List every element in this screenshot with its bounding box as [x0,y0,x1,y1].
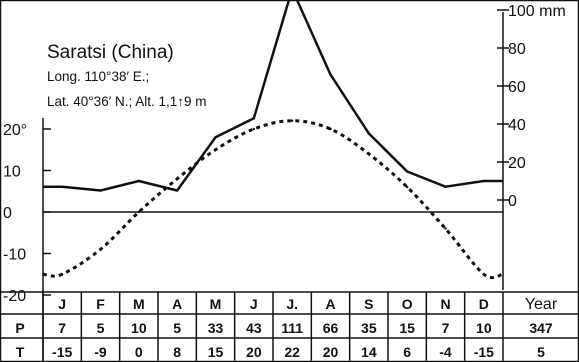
precipitation-point [99,189,102,192]
table-cell: 15 [208,344,224,360]
table-cell: 5 [173,320,181,336]
precipitation-point [444,185,447,188]
chart-lines [42,0,504,280]
precipitation-point [214,136,217,139]
row-label: T [16,344,25,360]
temperature-point [214,148,217,151]
temperature-tick-label: 20° [3,122,27,139]
month-label: F [96,296,105,312]
month-label: O [402,296,413,312]
month-label: J. [286,296,298,312]
temperature-point [137,210,141,214]
table-cell: 22 [284,344,300,360]
temperature-point [99,248,102,251]
table-cell: 35 [361,320,377,336]
table-cell: 0 [135,344,143,360]
temperature-point [482,273,486,276]
year-total-cell: 5 [537,344,545,360]
station-info: Saratsi (China) Long. 110°38′ E.; Lat. 4… [47,42,207,109]
precipitation-axis: 100 mm 80 60 40 20 0 [497,3,566,210]
temperature-line [42,119,504,280]
temperature-point [60,273,64,276]
precipitation-point [329,73,332,76]
month-label: J [250,296,258,312]
precipitation-point [175,189,179,192]
year-total-cell: 347 [529,320,553,336]
month-label: S [364,296,373,312]
temperature-point [329,127,332,131]
precipitation-tick-label: 40 [508,117,526,134]
month-label: A [172,296,182,312]
temperature-tick-label: 10 [3,164,21,181]
table-cell: 10 [131,320,147,336]
table-cell: -9 [94,344,107,360]
temperature-tick-label: -20 [3,288,26,305]
table-cell: 15 [399,320,415,336]
table-cell: 20 [323,344,339,360]
table-cell: 7 [58,320,66,336]
temperature-point [175,177,179,180]
month-label: D [479,296,489,312]
temperature-point [405,185,409,189]
temperature-tick-label: 0 [3,205,12,222]
precipitation-point [367,132,371,135]
precipitation-tick-label: 100 mm [508,3,566,20]
precipitation-point [405,170,409,173]
temperature-axis: 20° 10 0 -10 -20 [3,122,51,305]
table-cell: 7 [442,320,450,336]
precipitation-point [137,179,141,183]
table-cell: 5 [97,320,105,336]
temperature-point [252,127,256,131]
month-label: J [58,296,66,312]
table-cell: 8 [173,344,181,360]
station-longitude: Long. 110°38′ E.; [47,69,149,84]
table-cell: -15 [52,344,72,360]
precipitation-tick-label: 0 [508,193,517,210]
month-label: M [133,296,145,312]
precipitation-point [482,179,486,183]
table-cell: -15 [474,344,494,360]
month-label: A [325,296,335,312]
precipitation-tick-label: 80 [508,41,526,58]
station-lat-alt: Lat. 40°36′ N.; Alt. 1,1↑9 m [47,94,207,109]
row-label: P [15,320,24,336]
table-cell: 10 [476,320,492,336]
year-header: Year [525,296,558,313]
table-cell: 33 [208,320,224,336]
precipitation-tick-label: 20 [508,155,526,172]
month-label: N [440,296,450,312]
precipitation-point [60,185,64,188]
table-cell: 20 [246,344,262,360]
table-cell: -4 [439,344,452,360]
temperature-point [367,152,371,156]
precipitation-line [43,0,503,192]
temperature-tick-label: -10 [3,247,26,264]
table-cell: 66 [323,320,339,336]
temperature-point [290,119,294,122]
month-label: M [210,296,222,312]
table-cell: 43 [246,320,262,336]
temperature-point [444,227,447,230]
climate-table: J F M A M J J. A S O N D Year P 7 5 10 5 33 43 111 66 35 15 7 10 3… [0,290,579,362]
station-title: Saratsi (China) [47,42,174,63]
table-cell: 111 [281,320,303,336]
table-cell: 14 [361,344,377,360]
precipitation-tick-label: 60 [508,79,526,96]
table-cell: 6 [403,344,411,360]
precipitation-point [252,117,256,120]
